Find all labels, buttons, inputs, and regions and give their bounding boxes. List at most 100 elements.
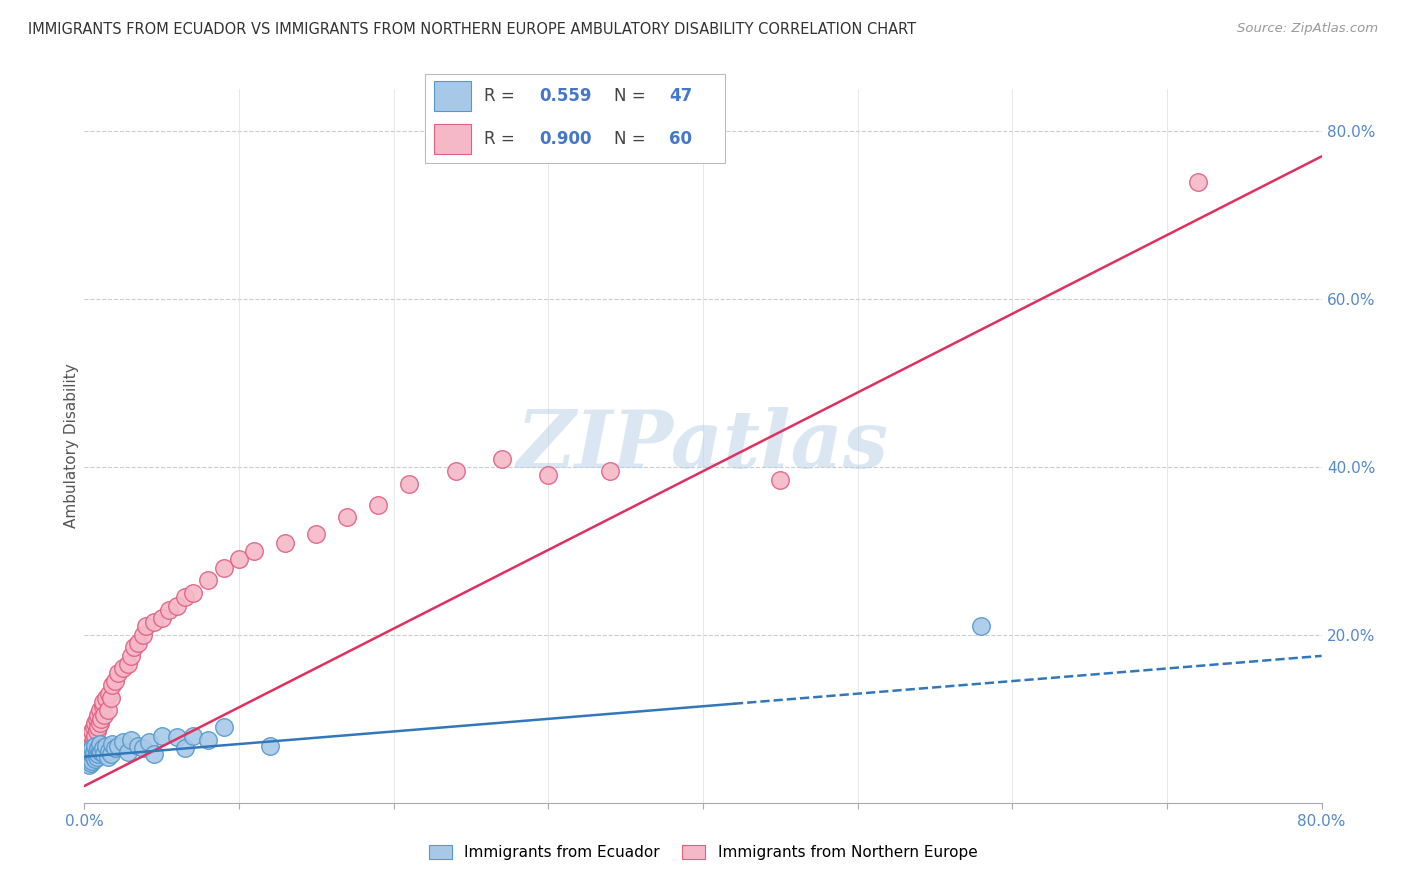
Point <box>87 720 110 734</box>
Point <box>87 741 110 756</box>
Point <box>86 749 108 764</box>
Point <box>89 703 111 717</box>
Point <box>79 744 101 758</box>
Point <box>1187 175 1209 189</box>
Point <box>101 737 124 751</box>
Text: IMMIGRANTS FROM ECUADOR VS IMMIGRANTS FROM NORTHERN EUROPE AMBULATORY DISABILITY: IMMIGRANTS FROM ECUADOR VS IMMIGRANTS FR… <box>28 22 917 37</box>
Text: R =: R = <box>484 87 520 104</box>
Point <box>104 741 127 756</box>
Point <box>84 739 107 753</box>
Point <box>90 746 112 760</box>
Text: N =: N = <box>613 87 651 104</box>
Point <box>82 737 104 751</box>
Point <box>398 476 420 491</box>
Point <box>82 724 104 739</box>
Point <box>212 720 235 734</box>
Point <box>166 599 188 613</box>
Point <box>197 732 219 747</box>
Point <box>138 735 160 749</box>
Point <box>79 756 101 770</box>
Point <box>89 716 111 731</box>
Point <box>367 498 389 512</box>
FancyBboxPatch shape <box>425 74 725 163</box>
Point <box>77 752 100 766</box>
Point <box>112 661 135 675</box>
Point <box>305 527 328 541</box>
Point <box>117 746 139 760</box>
Point <box>86 712 108 726</box>
Point <box>120 732 142 747</box>
Text: R =: R = <box>484 130 520 148</box>
Point <box>93 707 115 722</box>
Point <box>174 741 197 756</box>
Point <box>77 737 100 751</box>
Point <box>75 749 97 764</box>
Point <box>120 648 142 663</box>
Point <box>117 657 139 672</box>
Point <box>89 744 111 758</box>
Point <box>107 665 129 680</box>
Point <box>107 739 129 753</box>
Point <box>128 739 150 753</box>
Point <box>82 747 104 761</box>
Point <box>91 741 114 756</box>
Point <box>82 754 104 768</box>
Point <box>77 758 100 772</box>
Point <box>79 741 101 756</box>
Point <box>83 732 105 747</box>
Point <box>159 603 181 617</box>
Point <box>181 586 204 600</box>
Point <box>75 754 97 768</box>
Point <box>970 619 993 633</box>
Point <box>75 746 97 760</box>
Legend: Immigrants from Ecuador, Immigrants from Northern Europe: Immigrants from Ecuador, Immigrants from… <box>423 839 983 866</box>
Point <box>599 464 621 478</box>
Point <box>94 739 117 753</box>
Point <box>84 729 107 743</box>
Bar <box>434 81 471 111</box>
Point <box>243 544 266 558</box>
Text: ZIPatlas: ZIPatlas <box>517 408 889 484</box>
Point <box>101 678 124 692</box>
Point <box>77 747 100 761</box>
Point <box>228 552 250 566</box>
Point <box>90 712 112 726</box>
Point <box>83 749 105 764</box>
Point <box>79 749 101 764</box>
Point <box>769 473 792 487</box>
Point <box>104 674 127 689</box>
Point <box>100 690 122 705</box>
Point <box>212 560 235 574</box>
Point <box>143 615 166 630</box>
Point <box>128 636 150 650</box>
Point <box>76 754 98 768</box>
Text: Source: ZipAtlas.com: Source: ZipAtlas.com <box>1237 22 1378 36</box>
Point <box>84 716 107 731</box>
Point <box>491 451 513 466</box>
Point <box>91 695 114 709</box>
Point <box>98 687 121 701</box>
Point <box>79 729 101 743</box>
Bar <box>434 124 471 153</box>
Point <box>77 746 100 760</box>
Point <box>100 747 122 761</box>
Point <box>84 752 107 766</box>
Point <box>259 739 281 753</box>
Point <box>97 703 120 717</box>
Point <box>135 619 157 633</box>
Point <box>174 590 197 604</box>
Text: 0.559: 0.559 <box>540 87 592 104</box>
Point <box>132 628 155 642</box>
Point <box>82 741 104 756</box>
Point <box>150 729 173 743</box>
Point <box>150 611 173 625</box>
Text: 60: 60 <box>669 130 692 148</box>
Point <box>91 699 114 714</box>
Text: N =: N = <box>613 130 651 148</box>
Point <box>89 737 111 751</box>
Point <box>197 574 219 588</box>
Point <box>86 724 108 739</box>
Point <box>336 510 359 524</box>
Point <box>76 746 98 760</box>
Point <box>76 741 98 756</box>
